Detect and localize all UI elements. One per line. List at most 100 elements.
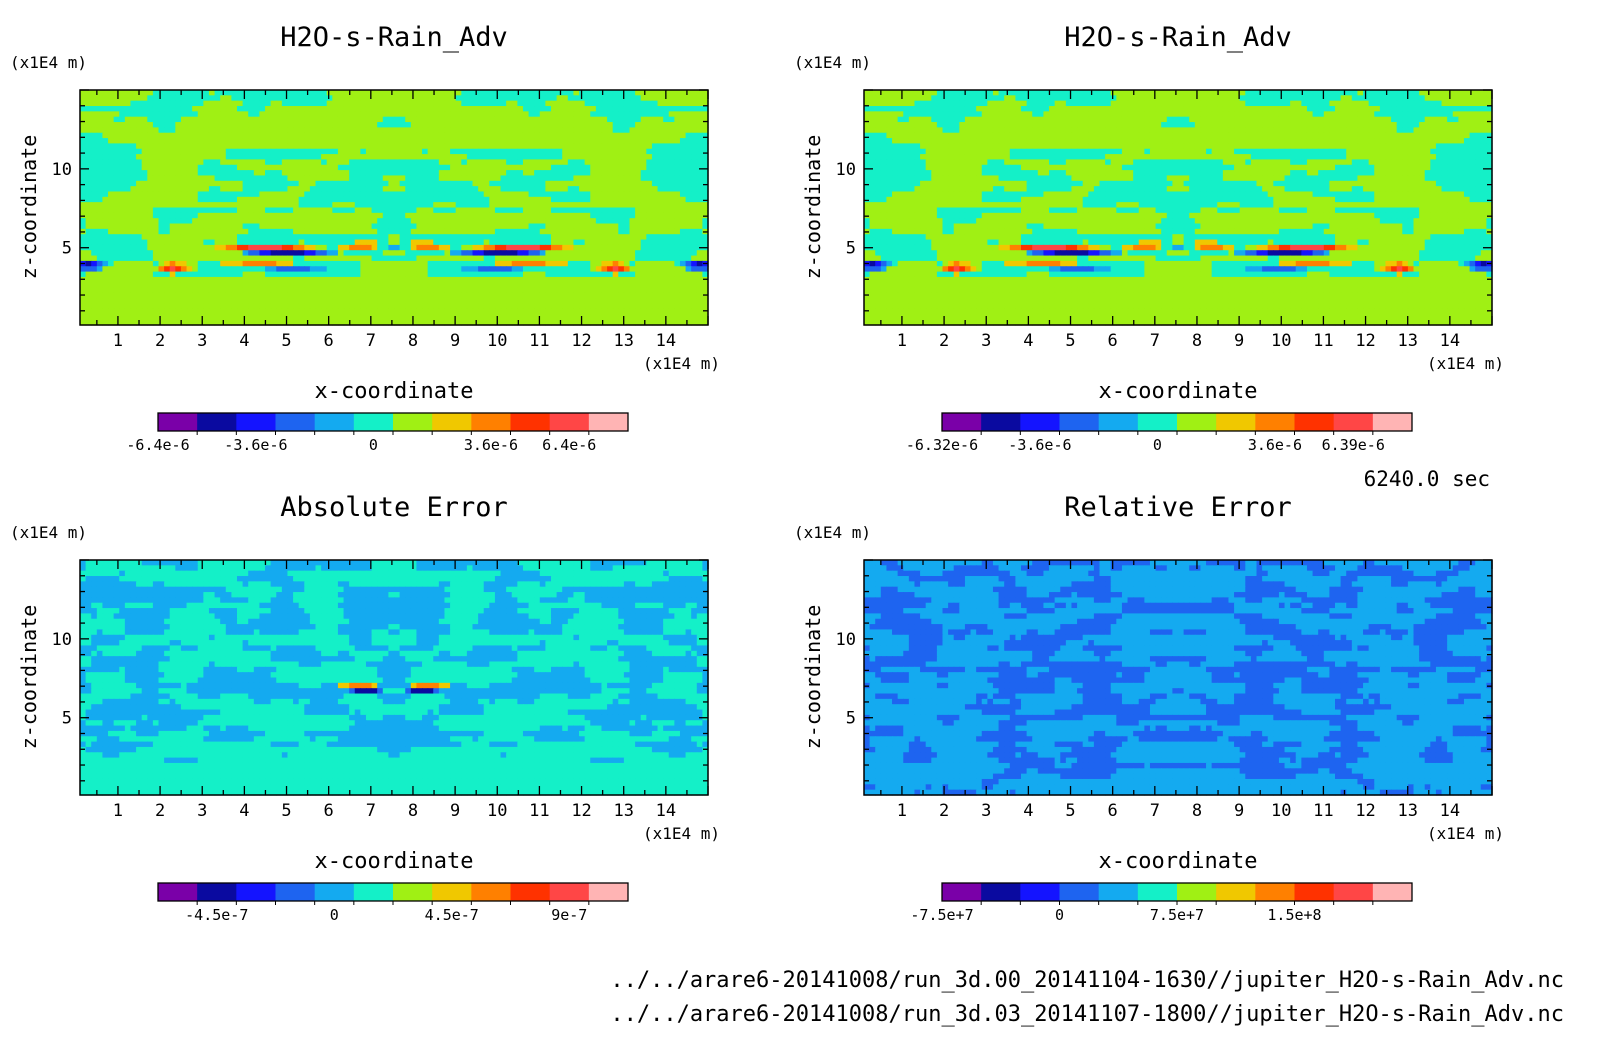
heatmap-cell (192, 255, 199, 262)
heatmap-cell (80, 218, 87, 225)
heatmap-cell (203, 271, 210, 278)
heatmap-cell (203, 90, 210, 96)
heatmap-cell (646, 234, 653, 241)
heatmap-cell (450, 308, 457, 315)
heatmap-cell (691, 143, 698, 150)
heatmap-cell (186, 202, 193, 209)
heatmap-cell (595, 223, 603, 230)
heatmap-cell (478, 319, 485, 326)
heatmap-cell (433, 111, 440, 118)
heatmap-cell (483, 271, 490, 278)
heatmap-cell (377, 127, 384, 134)
heatmap-cell (141, 282, 148, 289)
heatmap-cell (293, 111, 300, 118)
heatmap-cell (253, 127, 261, 134)
heatmap-cell (511, 180, 518, 187)
heatmap-cell (702, 116, 709, 123)
heatmap-cell (405, 95, 412, 102)
heatmap-cell (214, 212, 221, 219)
heatmap-cell (197, 244, 204, 251)
heatmap-cell (466, 95, 474, 102)
heatmap-cell (422, 308, 429, 315)
heatmap-cell (382, 127, 389, 134)
heatmap-cell (208, 292, 216, 299)
heatmap-cell (601, 298, 608, 305)
heatmap-cell (410, 250, 418, 257)
heatmap-cell (679, 95, 687, 102)
heatmap-cell (293, 106, 300, 112)
heatmap-cell (315, 292, 322, 299)
heatmap-cell (130, 100, 137, 107)
heatmap-cell (388, 314, 395, 321)
heatmap-cell (270, 276, 277, 283)
heatmap-cell (679, 154, 687, 161)
heatmap-cell (124, 106, 132, 112)
heatmap-cell (640, 228, 647, 235)
heatmap-cell (551, 244, 558, 251)
heatmap-cell (444, 250, 451, 257)
heatmap-cell (237, 287, 244, 294)
heatmap-cell (506, 303, 513, 310)
heatmap-cell (96, 212, 104, 219)
heatmap-cell (186, 308, 193, 315)
heatmap-cell (450, 202, 457, 209)
heatmap-cell (444, 154, 451, 161)
heatmap-cell (197, 175, 204, 182)
heatmap-cell (405, 234, 412, 241)
heatmap-cell (231, 266, 238, 273)
heatmap-cell (304, 271, 311, 278)
heatmap-cell (136, 308, 143, 315)
heatmap-cell (281, 298, 289, 305)
heatmap-cell (455, 159, 462, 166)
heatmap-cell (539, 282, 546, 289)
heatmap-cell (405, 292, 412, 299)
heatmap-cell (685, 271, 692, 278)
heatmap-cell (455, 308, 462, 315)
heatmap-cell (506, 271, 513, 278)
heatmap-cell (702, 218, 709, 225)
heatmap-cell (102, 154, 109, 161)
heatmap-cell (321, 218, 328, 225)
heatmap-cell (225, 159, 232, 166)
heatmap-cell (164, 292, 171, 299)
heatmap-cell (371, 319, 378, 326)
heatmap-cell (511, 292, 518, 299)
heatmap-cell (556, 186, 563, 193)
heatmap-cell (579, 223, 586, 230)
heatmap-cell (225, 244, 232, 251)
heatmap-cell (214, 239, 221, 246)
heatmap-cell (500, 116, 507, 123)
heatmap-cell (337, 314, 345, 321)
heatmap-cell (702, 170, 709, 177)
heatmap-cell (438, 303, 446, 310)
heatmap-cell (259, 223, 266, 230)
heatmap-cell (309, 292, 317, 299)
heatmap-cell (158, 266, 165, 273)
heatmap-cell (309, 116, 317, 123)
heatmap-cell (679, 282, 687, 289)
heatmap-cell (91, 303, 98, 310)
heatmap-cell (618, 143, 625, 150)
heatmap-cell (231, 319, 238, 326)
heatmap-cell (287, 303, 294, 310)
heatmap-cell (349, 223, 356, 230)
heatmap-cell (405, 164, 412, 171)
heatmap-cell (422, 143, 429, 150)
heatmap-cell (180, 154, 188, 161)
heatmap-cell (332, 314, 339, 321)
heatmap-cell (427, 303, 434, 310)
heatmap-cell (175, 116, 182, 123)
heatmap-cell (265, 191, 272, 198)
heatmap-cell (119, 159, 126, 166)
heatmap-cell (590, 228, 597, 235)
heatmap-cell (545, 127, 552, 134)
heatmap-cell (702, 266, 709, 273)
heatmap-cell (203, 191, 210, 198)
heatmap-cell (175, 148, 182, 155)
heatmap-cell (410, 282, 418, 289)
heatmap-cell (321, 271, 328, 278)
heatmap-cell (511, 175, 518, 182)
heatmap-cell (433, 298, 440, 305)
heatmap-cell (573, 159, 580, 166)
heatmap-cell (539, 106, 546, 112)
